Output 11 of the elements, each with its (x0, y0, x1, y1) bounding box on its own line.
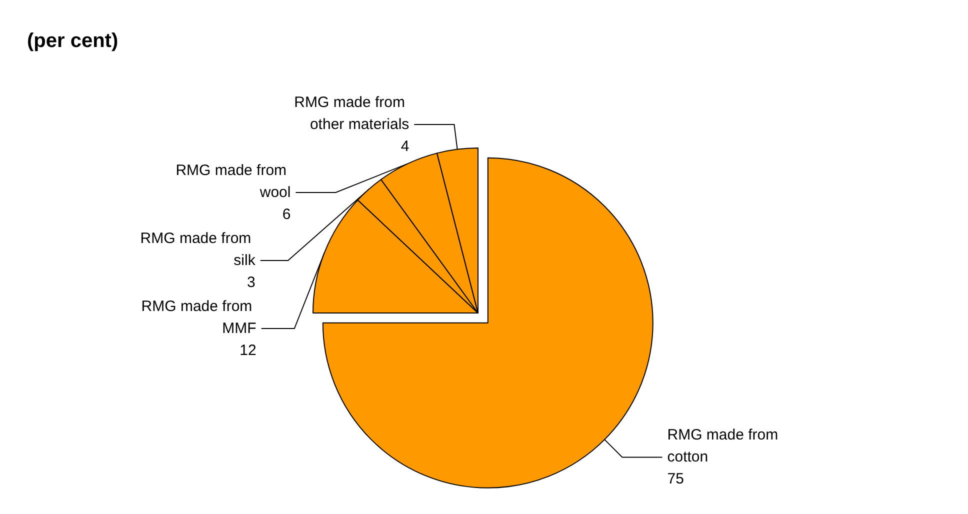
data-label: 12 (240, 342, 256, 359)
slice-label: RMG made from silk (140, 230, 256, 269)
slice-label: RMG made from cotton (667, 426, 782, 466)
data-label: 6 (282, 206, 291, 223)
slice-label: RMG made from wool (176, 162, 291, 201)
slice-label: RMG made from MMF (141, 298, 256, 337)
slice-label: RMG made from other materials (294, 94, 410, 133)
data-label: 3 (247, 274, 256, 291)
data-label: 75 (667, 470, 684, 488)
chart-title: (per cent) (27, 30, 118, 52)
data-label: 4 (400, 138, 410, 155)
